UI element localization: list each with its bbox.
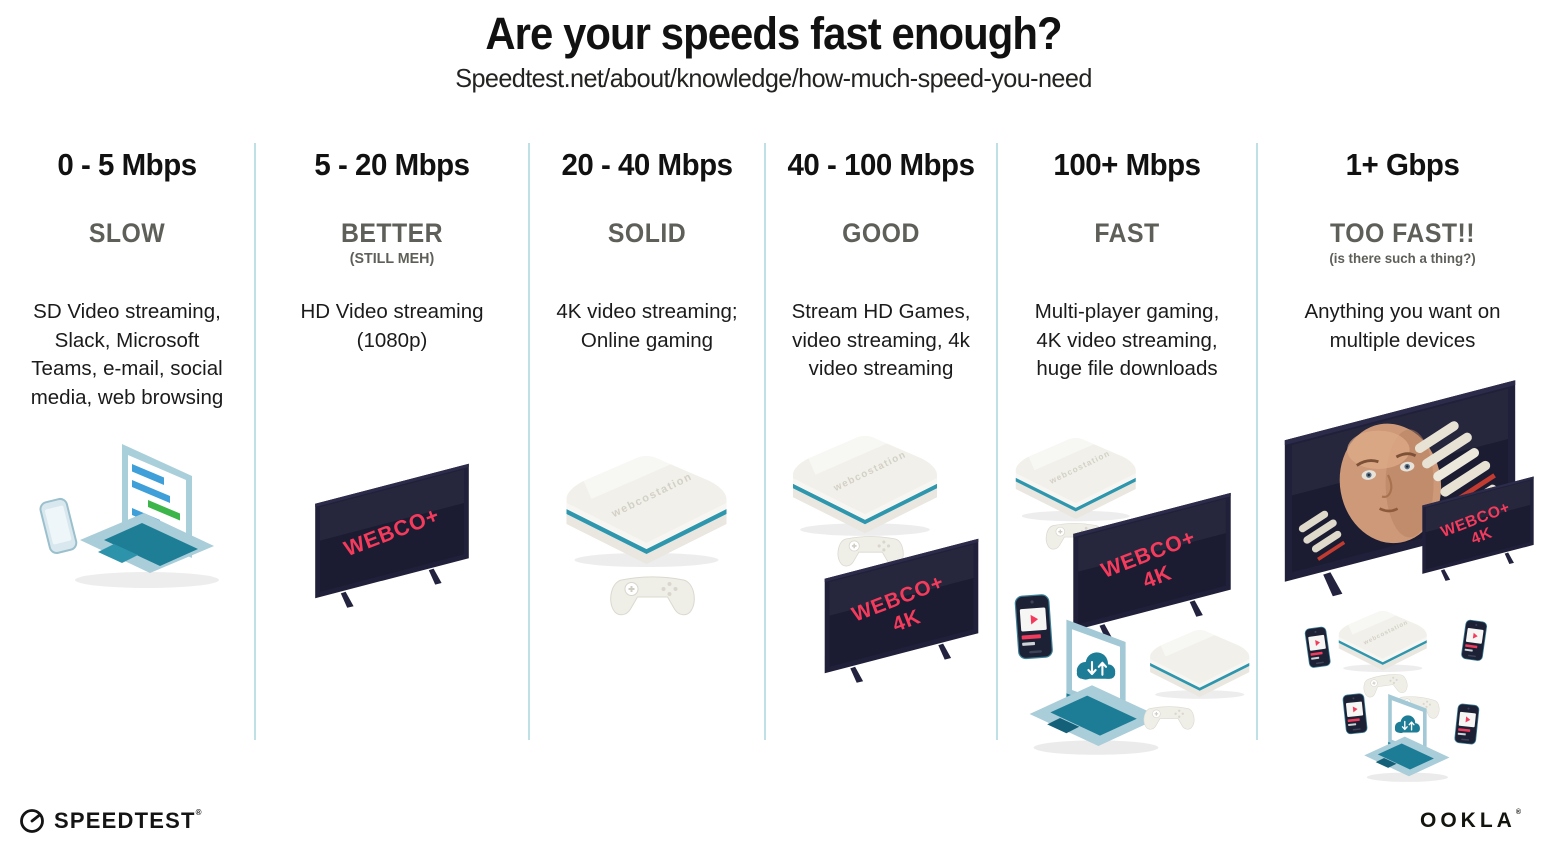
game-controller-icon (609, 576, 696, 616)
column-1-plus-gbps: 1+ Gbps TOO FAST!! (is there such a thin… (1258, 143, 1547, 783)
illustration-good: webcostation WEBCO+ 4K (774, 436, 989, 706)
laptop-phone-illustration (39, 444, 219, 588)
description: Stream HD Games, video streaming, 4k vid… (791, 300, 971, 381)
speedtest-logo: SPEEDTEST® (18, 807, 203, 835)
column-100-plus-mbps: 100+ Mbps FAST Multi-player gaming, 4K v… (998, 143, 1258, 756)
phone-video-icon (1014, 593, 1054, 660)
tv-webco-4k-icon: WEBCO+ 4K (824, 538, 979, 683)
illustration-too-fast: WEBCO+ 4K webcostation (1268, 373, 1538, 790)
column-40-100-mbps: 40 - 100 Mbps GOOD Stream HD Games, vide… (766, 143, 998, 740)
page-title: Are your speeds fast enough? (485, 8, 1062, 59)
phone-icon (39, 497, 78, 554)
illustration-fast: webcostation WEBCO+ 4K (1002, 438, 1252, 783)
rating-label: BETTER (340, 218, 444, 248)
description: 4K video streaming; Online gaming (556, 300, 738, 352)
speed-range: 0 - 5 Mbps (57, 147, 197, 182)
helmet-reflection-stripes-lower (1298, 510, 1345, 561)
description: Anything you want on multiple devices (1304, 300, 1501, 352)
speedtest-trademark: ® (195, 808, 203, 817)
tv-webco-4k-icon: WEBCO+ 4K (1421, 476, 1534, 581)
rating-label: FAST (1094, 218, 1160, 248)
rating-label: TOO FAST!! (1330, 218, 1475, 248)
rating-wrap: BETTER (STILL MEH) (256, 218, 528, 290)
tv-illustration: WEBCO+ (315, 463, 469, 608)
speed-range: 20 - 40 Mbps (561, 147, 733, 182)
column-20-40-mbps: 20 - 40 Mbps SOLID 4K video streaming; O… (530, 143, 766, 740)
speedtest-wordmark: SPEEDTEST® (54, 808, 203, 834)
speed-range: 5 - 20 Mbps (314, 147, 470, 182)
ookla-wordmark: OOKLA® (1420, 809, 1525, 832)
speed-range: 40 - 100 Mbps (787, 147, 975, 182)
rating-note: (is there such a thing?) (1329, 250, 1476, 266)
phone-video-icon (1453, 703, 1480, 745)
second-game-console-icon (1150, 630, 1250, 699)
description: Multi-player gaming, 4K video streaming,… (1034, 300, 1220, 381)
ookla-text: OOKLA (1420, 809, 1516, 832)
rating-label: GOOD (842, 218, 920, 248)
phone-video-icon (1341, 692, 1368, 735)
rating-label: SOLID (607, 218, 687, 248)
tv-webco-4k-icon: WEBCO+ 4K (1073, 492, 1231, 641)
illustration-better: WEBCO+ (307, 451, 477, 631)
phone-video-icon (1303, 626, 1331, 669)
column-0-5-mbps: 0 - 5 Mbps SLOW SD Video streaming, Slac… (0, 143, 256, 740)
column-5-20-mbps: 5 - 20 Mbps BETTER (STILL MEH) HD Video … (256, 143, 530, 740)
everything-illustration: WEBCO+ 4K webcostation (1284, 380, 1534, 783)
tv-astronaut-movie-icon (1284, 380, 1515, 597)
rating-wrap: FAST (998, 218, 1256, 290)
speedtest-gauge-icon (20, 809, 44, 833)
game-controller-icon (1361, 671, 1409, 699)
speed-columns: 0 - 5 Mbps SLOW SD Video streaming, Slac… (0, 143, 1547, 783)
description: SD Video streaming, Slack, Microsoft Tea… (30, 300, 224, 410)
description: HD Video streaming (1080p) (300, 300, 484, 352)
illustration-slow (17, 438, 237, 611)
illustration-solid: webcostation (550, 446, 745, 636)
rating-note: (STILL MEH) (349, 250, 435, 267)
speed-range: 1+ Gbps (1345, 147, 1460, 182)
laptop-chat-icon (75, 444, 219, 588)
rating-wrap: SOLID (530, 218, 764, 290)
page-subtitle-url: Speedtest.net/about/knowledge/how-much-s… (455, 63, 1092, 93)
rating-label: SLOW (88, 218, 166, 248)
rating-wrap: TOO FAST!! (is there such a thing?) (1258, 218, 1547, 290)
ookla-trademark: ® (1515, 809, 1525, 816)
many-devices-illustration: webcostation WEBCO+ 4K (1014, 438, 1250, 756)
game-console-icon: webcostation (566, 456, 727, 567)
second-game-controller-icon (1143, 705, 1195, 730)
speed-range: 100+ Mbps (1053, 147, 1201, 182)
game-console-icon: webcostation (1015, 438, 1136, 522)
console-illustration: webcostation (566, 456, 727, 616)
tv-webco-icon: WEBCO+ (315, 463, 469, 608)
header: Are your speeds fast enough? Speedtest.n… (0, 8, 1547, 94)
rating-wrap: GOOD (766, 218, 996, 290)
ookla-logo: OOKLA® (1420, 809, 1525, 833)
rating-wrap: SLOW (0, 218, 254, 290)
tv-4k-text: 4K (1468, 524, 1494, 547)
phone-video-icon (1460, 619, 1488, 662)
speedtest-text: SPEEDTEST (54, 808, 196, 833)
console-tv-illustration: webcostation WEBCO+ 4K (793, 436, 979, 683)
game-console-icon: webcostation (793, 436, 937, 536)
game-console-icon: webcostation (1338, 611, 1427, 673)
